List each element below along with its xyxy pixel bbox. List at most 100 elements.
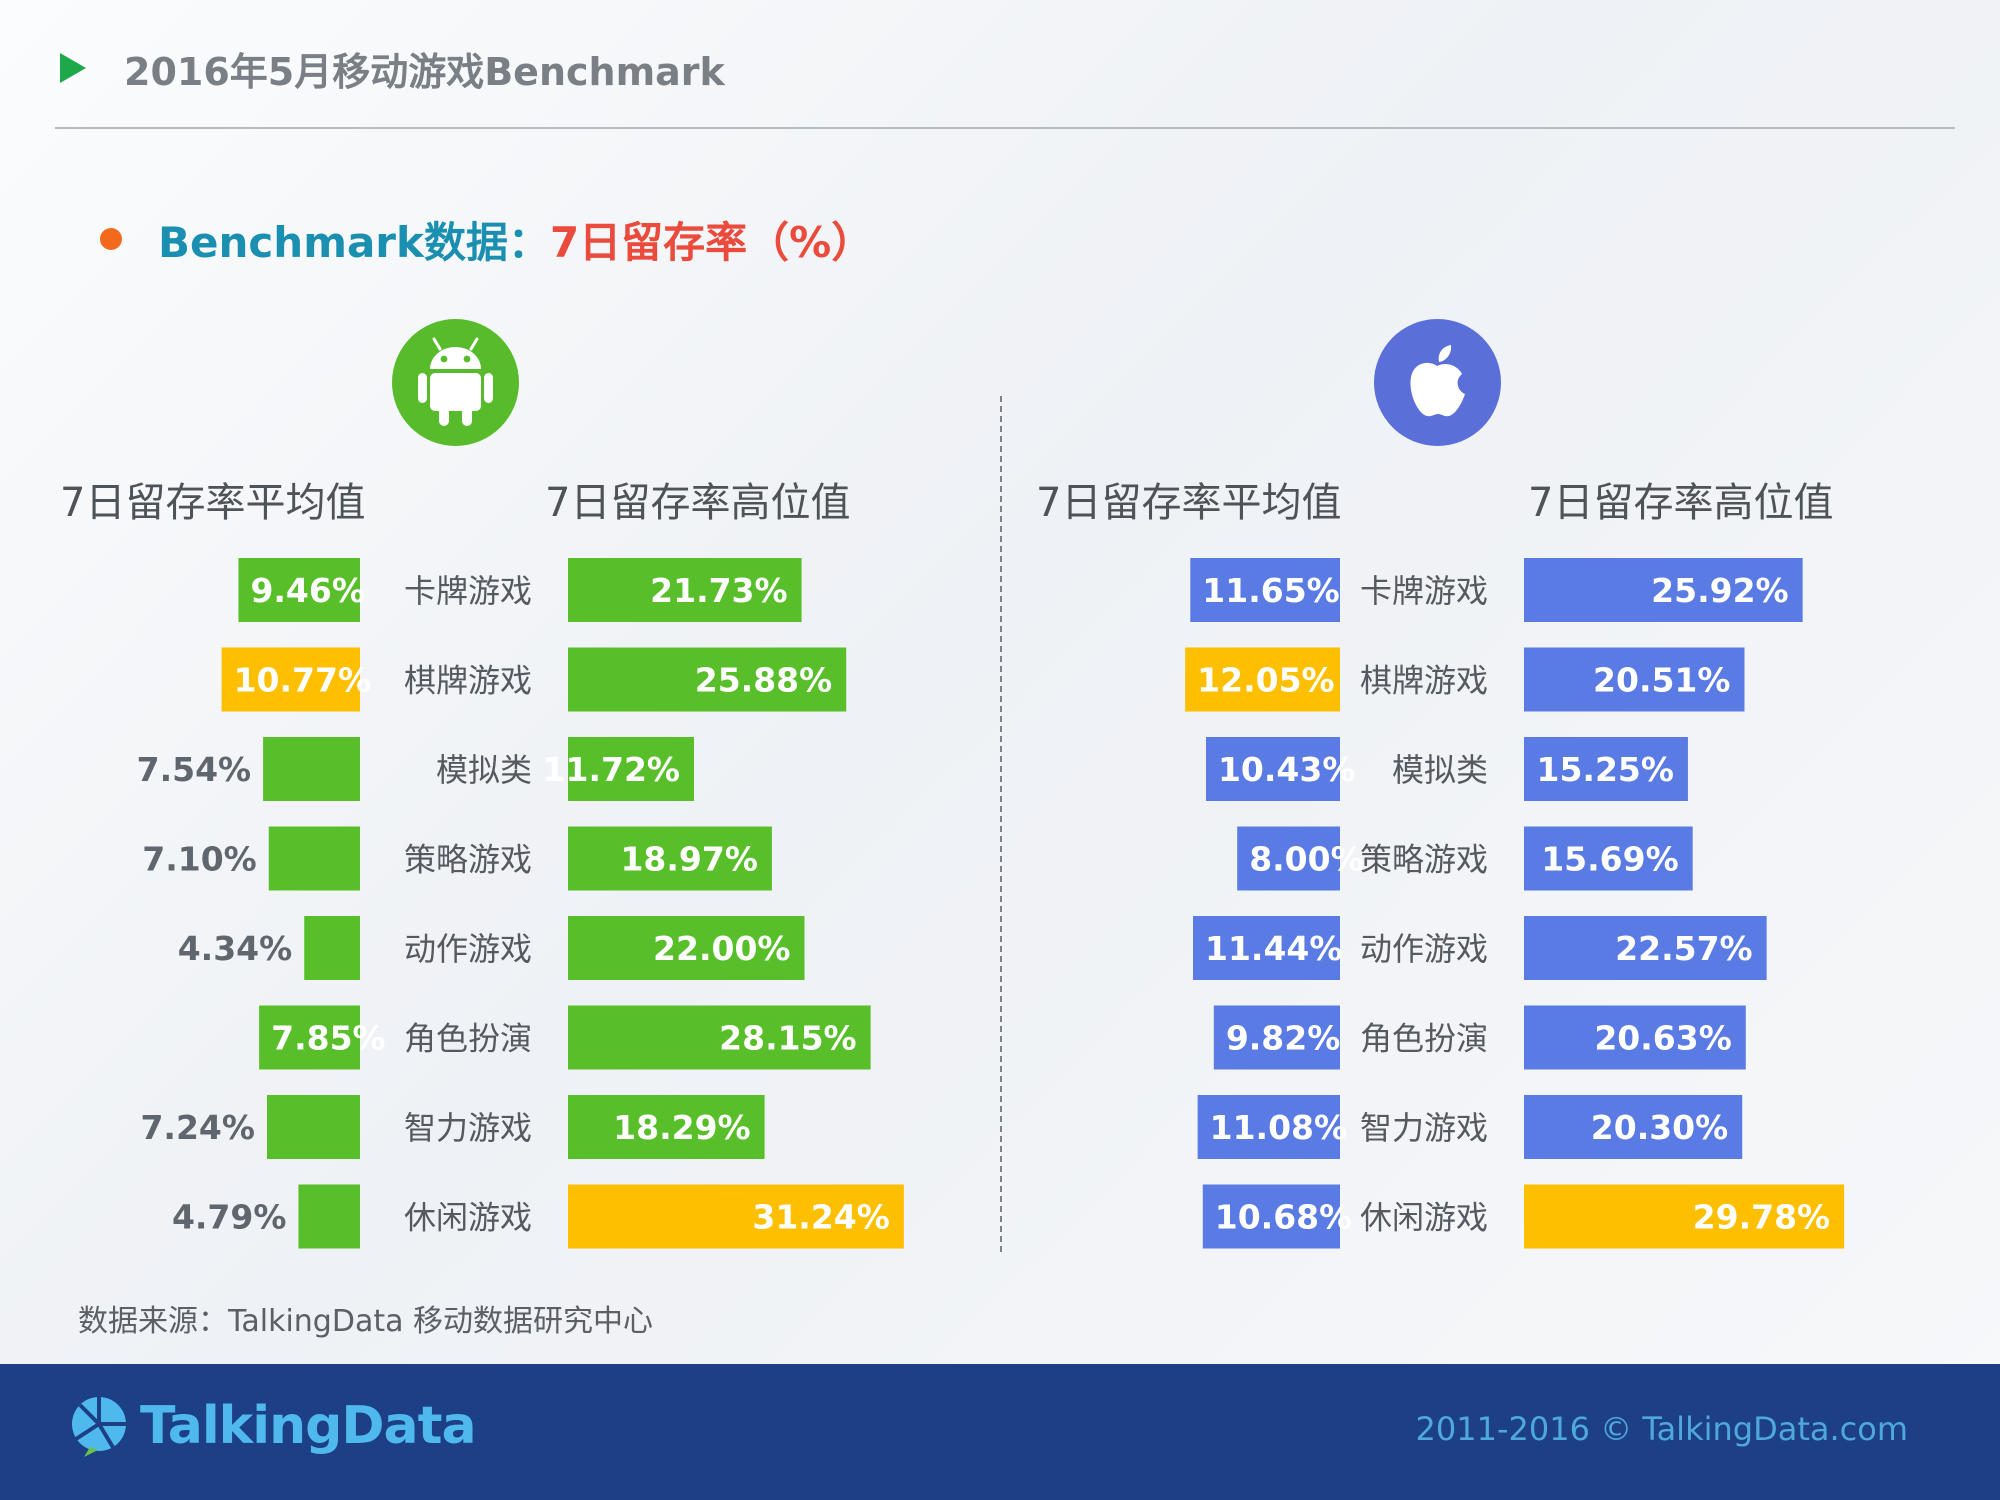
android-avg-bar (268, 826, 360, 891)
ios-avg-bar (1190, 558, 1340, 622)
ios-avg-value-label: 12.05% (1197, 661, 1334, 700)
ios-high-bar (1524, 647, 1745, 712)
ios-avg-value-label: 10.43% (1218, 750, 1355, 789)
talkingdata-logo: TalkingData (68, 1395, 477, 1457)
android-high-value-label: 28.15% (719, 1019, 856, 1058)
bullet-icon (100, 228, 122, 250)
ios-high-bar (1524, 1095, 1743, 1159)
ios-category-label: 休闲游戏 (1360, 1199, 1488, 1237)
ios-high-value-label: 20.63% (1594, 1019, 1731, 1058)
android-high-value-label: 31.24% (752, 1198, 889, 1237)
android-category-label: 模拟类 (436, 751, 532, 789)
android-high-value-label: 11.72% (543, 750, 680, 789)
ios-high-value-label: 20.51% (1593, 661, 1730, 700)
ios-category-label: 棋牌游戏 (1360, 662, 1488, 700)
android-avg-value-label: 4.79% (172, 1198, 287, 1237)
android-avg-bar (263, 737, 360, 801)
android-avg-value-label: 7.10% (142, 840, 257, 879)
ios-high-bar (1524, 1184, 1845, 1249)
android-high-bar (568, 1095, 765, 1159)
android-category-label: 卡牌游戏 (404, 572, 532, 610)
ios-category-label: 角色扮演 (1360, 1020, 1488, 1058)
android-high-bar (568, 558, 802, 622)
ios-category-label: 动作游戏 (1360, 930, 1488, 968)
ios-high-header: 7日留存率高位值 (1528, 480, 1834, 526)
ios-high-bar (1524, 826, 1693, 891)
header: 2016年5月移动游戏Benchmark (60, 44, 725, 94)
android-avg-value-label: 9.46% (250, 571, 365, 610)
talkingdata-logo-icon (72, 1397, 126, 1457)
title-divider (55, 127, 1955, 129)
ios-avg-value-label: 11.65% (1202, 571, 1339, 610)
ios-high-value-label: 29.78% (1693, 1198, 1830, 1237)
ios-avg-bar (1197, 1095, 1340, 1159)
android-high-value-label: 18.97% (620, 840, 757, 879)
ios-avg-header: 7日留存率平均值 (1036, 480, 1342, 526)
ios-avg-value-label: 8.00% (1249, 840, 1364, 879)
apple-icon (1374, 319, 1501, 446)
ios-avg-bar (1185, 647, 1340, 712)
android-avg-header: 7日留存率平均值 (60, 480, 366, 526)
footer-bar (0, 1364, 2000, 1500)
ios-high-bar (1524, 916, 1767, 980)
android-avg-bar (266, 1095, 360, 1159)
ios-category-label: 智力游戏 (1360, 1109, 1488, 1147)
android-avg-bar (298, 1184, 360, 1249)
ios-high-bar (1524, 737, 1688, 801)
android-high-value-label: 21.73% (650, 571, 787, 610)
ios-avg-bar (1213, 1005, 1340, 1070)
android-avg-value-label: 7.24% (140, 1108, 255, 1147)
copyright: 2011-2016 © TalkingData.com (1415, 1410, 1908, 1448)
ios-category-label: 卡牌游戏 (1360, 572, 1488, 610)
ios-high-value-label: 22.57% (1615, 929, 1752, 968)
ios-category-label: 策略游戏 (1360, 841, 1488, 879)
ios-avg-value-label: 10.68% (1215, 1198, 1352, 1237)
android-avg-bar (221, 647, 360, 712)
ios-high-bar (1524, 558, 1803, 622)
ios-avg-bar (1192, 916, 1340, 980)
android-avg-value-label: 4.34% (178, 929, 293, 968)
ios-avg-value-label: 11.44% (1205, 929, 1342, 968)
ios-high-value-label: 25.92% (1651, 571, 1788, 610)
ios-high-value-label: 15.25% (1536, 750, 1673, 789)
android-high-value-label: 22.00% (653, 929, 790, 968)
ios-high-value-label: 20.30% (1591, 1108, 1728, 1147)
page-title: 2016年5月移动游戏Benchmark (124, 49, 725, 94)
android-category-label: 策略游戏 (404, 841, 532, 879)
ios-avg-bar (1205, 737, 1340, 801)
ios-avg-value-label: 11.08% (1210, 1108, 1347, 1147)
android-avg-value-label: 10.77% (234, 661, 371, 700)
ios-avg-bar (1202, 1184, 1340, 1249)
android-high-bar (568, 1005, 871, 1070)
android-icon (392, 319, 519, 446)
chart-subtitle: Benchmark数据： 7日留存率（%） (100, 208, 873, 270)
android-high-header: 7日留存率高位值 (545, 480, 851, 526)
ios-avg-bar (1237, 826, 1340, 891)
subtitle-metric: 7日留存率（%） (549, 217, 874, 267)
android-high-value-label: 25.88% (695, 661, 832, 700)
android-high-bar (568, 916, 805, 980)
android-high-value-label: 18.29% (613, 1108, 750, 1147)
ios-high-value-label: 15.69% (1541, 840, 1678, 879)
android-avg-bar (238, 558, 360, 622)
play-icon (60, 53, 86, 83)
android-avg-value-label: 7.85% (271, 1019, 386, 1058)
subtitle-prefix: Benchmark数据： (158, 217, 550, 267)
ios-avg-value-label: 9.82% (1226, 1019, 1341, 1058)
android-category-label: 棋牌游戏 (404, 662, 532, 700)
android-high-bar (568, 647, 847, 712)
android-category-label: 角色扮演 (404, 1020, 532, 1058)
android-category-label: 智力游戏 (404, 1109, 532, 1147)
platform-divider (1000, 396, 1002, 1252)
android-avg-bar (304, 916, 360, 980)
logo-text: TalkingData (140, 1396, 477, 1456)
source-note: 数据来源：TalkingData 移动数据研究中心 (78, 1304, 654, 1339)
android-high-bar (568, 1184, 904, 1249)
android-avg-value-label: 7.54% (137, 750, 252, 789)
ios-category-label: 模拟类 (1392, 751, 1488, 789)
ios-high-bar (1524, 1005, 1746, 1070)
android-category-label: 休闲游戏 (404, 1199, 532, 1237)
android-high-bar (568, 826, 772, 891)
android-avg-bar (259, 1005, 360, 1070)
